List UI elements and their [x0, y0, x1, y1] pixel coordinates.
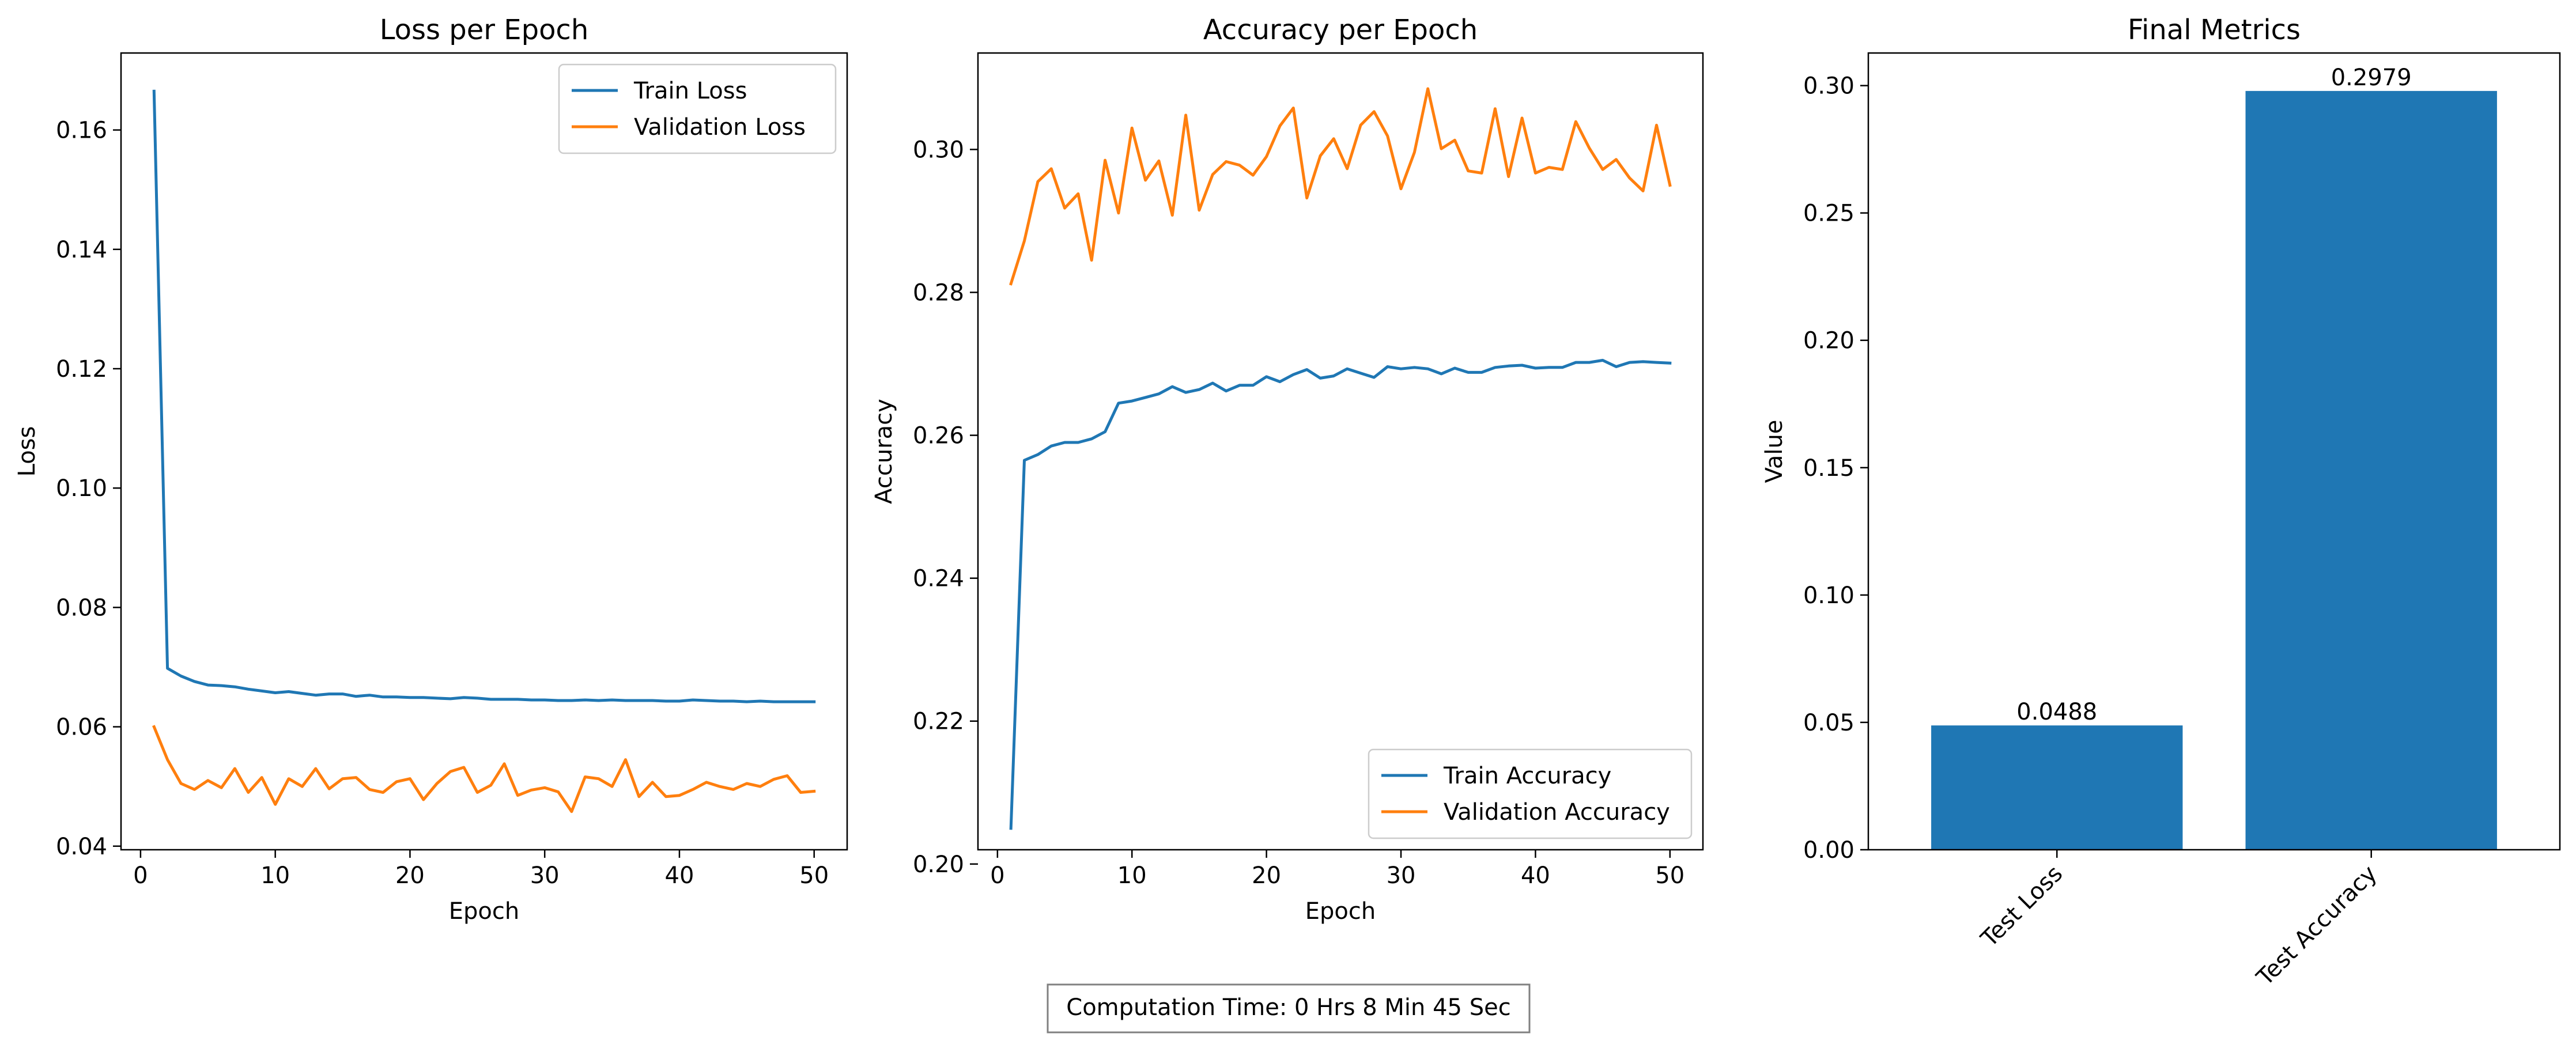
accuracy-x-tick-label: 30: [1387, 862, 1416, 889]
loss-y-tick-label: 0.06: [56, 714, 107, 741]
loss-x-tick-label: 30: [530, 862, 560, 889]
loss-y-tick-label: 0.14: [56, 237, 107, 263]
computation-time-box: Computation Time: 0 Hrs 8 Min 45 Sec: [1047, 983, 1531, 1034]
loss-legend-label: Train Loss: [633, 78, 747, 104]
metrics-y-tick-label: 0.10: [1803, 582, 1854, 609]
loss-y-axis-label: Loss: [14, 426, 40, 477]
accuracy-y-axis-label: Accuracy: [871, 399, 897, 504]
accuracy-x-tick-label: 50: [1655, 862, 1684, 889]
loss-legend-box: [558, 63, 837, 154]
loss-y-tick-label: 0.12: [56, 356, 107, 383]
metrics-y-tick-label: 0.05: [1803, 710, 1854, 736]
loss-x-tick-label: 10: [260, 862, 290, 889]
loss-y-tick-label: 0.16: [56, 118, 107, 144]
accuracy-legend-label: Validation Accuracy: [1444, 799, 1670, 826]
metrics-bar-value-label: 0.0488: [2016, 699, 2097, 725]
loss-series-train-line: [152, 89, 816, 703]
accuracy-series-validation-line: [1009, 87, 1672, 286]
accuracy-y-tick-label: 0.26: [913, 423, 964, 449]
metrics-y-tick-label: 0.20: [1803, 328, 1854, 354]
accuracy-y-tick-label: 0.24: [913, 566, 964, 592]
loss-x-tick-label: 0: [133, 862, 148, 889]
accuracy-legend-box: [1368, 748, 1693, 839]
metrics-y-tick-label: 0.00: [1803, 837, 1854, 864]
accuracy-title: Accuracy per Epoch: [1203, 14, 1478, 46]
accuracy-x-tick-label: 20: [1252, 862, 1281, 889]
metrics-y-tick-label: 0.25: [1803, 200, 1854, 227]
loss-legend: Train Loss Validation Loss: [558, 63, 837, 154]
metrics-y-axis-label: Value: [1761, 420, 1788, 483]
final-metrics-chart: Final Metrics Value 0.00 0.05 0.10 0.15 0.20 0.…: [1761, 14, 2561, 991]
metrics-bar-test-accuracy: [2245, 90, 2497, 850]
accuracy-series-train-line: [1009, 358, 1672, 830]
loss-legend-label: Validation Loss: [634, 114, 806, 141]
accuracy-x-tick-label: 0: [990, 862, 1004, 889]
accuracy-plot-frame: [977, 52, 1704, 851]
loss-y-tick-label: 0.04: [56, 834, 107, 860]
loss-title: Loss per Epoch: [380, 14, 589, 46]
computation-time-border: [1047, 983, 1531, 1034]
loss-x-tick-label: 20: [395, 862, 425, 889]
accuracy-x-tick-label: 40: [1521, 862, 1550, 889]
metrics-y-tick-label: 0.15: [1803, 455, 1854, 482]
metrics-title: Final Metrics: [2128, 14, 2301, 46]
accuracy-y-tick-label: 0.28: [913, 280, 964, 306]
loss-chart: Loss per Epoch Epoch Loss 0 10 20 30 40 50 0.04 0.…: [14, 14, 848, 925]
loss-x-tick-label: 50: [799, 862, 829, 889]
metrics-bar-value-label: 0.2979: [2331, 65, 2412, 91]
metrics-bar-test-loss: [1931, 725, 2183, 850]
loss-series-validation-line: [152, 725, 816, 813]
accuracy-legend: Train Accuracy Validation Accuracy: [1368, 748, 1693, 839]
computation-time-text: Computation Time: 0 Hrs 8 Min 45 Sec: [1066, 994, 1510, 1021]
loss-plot-frame: [120, 52, 848, 851]
accuracy-y-tick-label: 0.22: [913, 709, 964, 735]
loss-y-tick-label: 0.08: [56, 595, 107, 621]
metrics-y-tick-label: 0.30: [1803, 73, 1854, 100]
accuracy-y-tick-label: 0.30: [913, 137, 964, 163]
accuracy-y-tick-label: 0.20: [913, 851, 964, 878]
loss-y-tick-label: 0.10: [56, 475, 107, 502]
loss-x-tick-label: 40: [665, 862, 694, 889]
accuracy-legend-label: Train Accuracy: [1443, 763, 1611, 789]
accuracy-x-axis-label: Epoch: [1305, 898, 1376, 925]
metrics-plot-frame: [1867, 52, 2561, 851]
accuracy-chart: Accuracy per Epoch Epoch Accuracy 0 10 20 30 40…: [871, 14, 1704, 925]
accuracy-x-tick-label: 10: [1117, 862, 1147, 889]
loss-x-axis-label: Epoch: [449, 898, 519, 925]
